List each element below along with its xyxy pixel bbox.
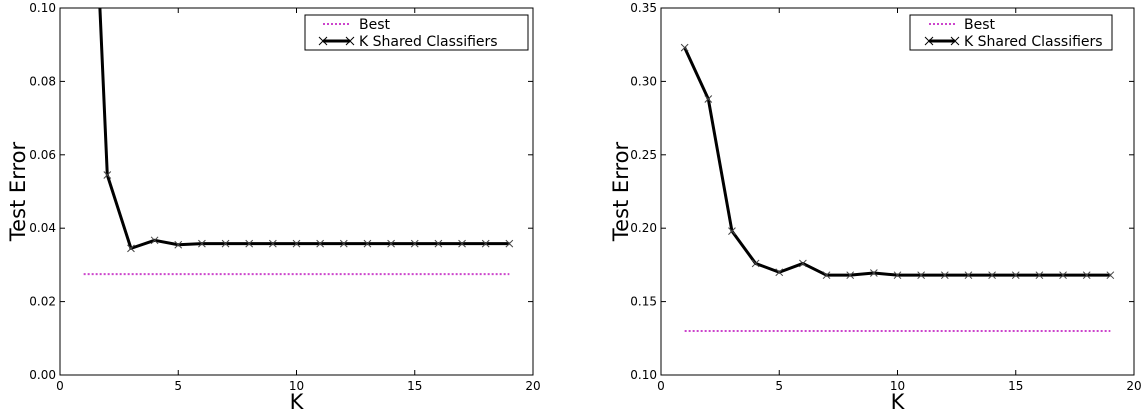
y-tick-label: 0.06	[29, 148, 56, 162]
data-point-marker	[174, 240, 183, 249]
data-point-marker	[799, 259, 807, 268]
data-point-marker	[1082, 271, 1091, 280]
legend-box-right	[909, 14, 1113, 51]
data-point-marker	[458, 239, 466, 248]
x-tick-label: 5	[775, 379, 783, 393]
data-point-marker	[917, 271, 926, 280]
y-tick-label: 0.35	[630, 1, 657, 15]
legend-box-left	[304, 14, 529, 51]
legend-marker-shared-right	[924, 36, 960, 46]
y-tick-label: 0.02	[29, 295, 56, 309]
data-point-marker	[940, 271, 949, 280]
data-point-marker	[245, 239, 254, 248]
legend-label-best-right: Best	[964, 17, 996, 33]
series-line-shared	[683, 47, 1111, 277]
x-tick-label: 0	[657, 379, 665, 393]
data-point-marker	[869, 269, 878, 277]
data-point-marker	[893, 271, 902, 280]
data-point-marker	[822, 271, 831, 280]
y-tick-label: 0.10	[630, 368, 657, 382]
data-point-marker	[127, 244, 135, 253]
data-point-marker	[150, 236, 159, 245]
data-point-marker	[1106, 271, 1115, 280]
data-point-marker	[316, 239, 325, 248]
x-tick-label: 10	[890, 379, 905, 393]
chart-left: 0 5 10 15 20 0.00 0.02 0.04 0.06 0.08 0.10 K Test…	[6, 1, 541, 413]
legend-marker-shared-left	[318, 36, 355, 46]
y-tick-label: 0.04	[29, 221, 56, 235]
x-tick-label: 0	[56, 379, 64, 393]
x-tick-label: 20	[525, 379, 540, 393]
legend-label-best-left: Best	[359, 17, 391, 33]
data-point-marker	[775, 268, 784, 277]
y-ticks-left: 0.00 0.02 0.04 0.06 0.08 0.10	[29, 1, 533, 382]
y-tick-label: 0.30	[630, 74, 657, 88]
y-tick-label: 0.10	[29, 1, 56, 15]
data-point-marker	[988, 271, 996, 280]
data-point-marker	[680, 43, 689, 52]
data-point-marker	[751, 259, 760, 268]
data-point-marker	[363, 239, 372, 248]
data-point-marker	[268, 239, 277, 248]
series-shared-left	[98, 8, 514, 253]
y-tick-label: 0.15	[630, 295, 657, 309]
y-axis-label-right: Test Error	[609, 142, 633, 243]
data-point-marker	[505, 239, 514, 248]
y-tick-label: 0.25	[630, 148, 657, 162]
chart-right: 0 5 10 15 20 0.10 0.15 0.20 0.25 0.30 0.35 K Test…	[609, 1, 1142, 413]
data-point-marker	[1035, 271, 1044, 280]
data-point-marker	[292, 239, 301, 248]
x-tick-label: 15	[407, 379, 422, 393]
y-tick-label: 0.08	[29, 74, 56, 88]
data-point-marker	[846, 271, 855, 280]
data-point-marker	[704, 95, 713, 103]
legend-label-shared-right: K Shared Classifiers	[964, 34, 1103, 50]
data-point-marker	[1011, 271, 1020, 280]
x-tick-label: 20	[1126, 379, 1141, 393]
axes-frame-left	[59, 7, 534, 376]
data-point-marker	[434, 239, 443, 248]
data-point-marker	[410, 239, 419, 248]
y-tick-label: 0.00	[29, 368, 56, 382]
plot-area-right	[660, 7, 1135, 376]
x-ticks-left: 0 5 10 15 20	[56, 8, 541, 393]
y-ticks-right: 0.10 0.15 0.20 0.25 0.30 0.35	[630, 1, 1134, 382]
x-ticks-right: 0 5 10 15 20	[657, 8, 1142, 393]
y-tick-label: 0.20	[630, 221, 657, 235]
x-axis-label-right: K	[891, 390, 906, 413]
y-axis-label-left: Test Error	[6, 142, 30, 243]
x-tick-label: 15	[1008, 379, 1023, 393]
data-point-marker	[481, 239, 490, 248]
data-point-marker	[221, 239, 230, 248]
data-point-marker	[198, 239, 206, 248]
series-shared-right	[680, 43, 1115, 280]
x-tick-label: 10	[289, 379, 304, 393]
data-point-marker	[964, 271, 973, 280]
x-axis-label-left: K	[290, 390, 305, 413]
data-point-marker	[339, 239, 348, 248]
data-point-marker	[728, 227, 736, 235]
plot-area-left	[59, 7, 534, 376]
legend-right: Best K Shared Classifiers	[909, 14, 1113, 51]
legend-left: Best K Shared Classifiers	[304, 14, 529, 51]
data-point-marker	[387, 239, 395, 248]
legend-label-shared-left: K Shared Classifiers	[359, 34, 498, 50]
axes-frame-right	[660, 7, 1135, 376]
data-point-marker	[103, 171, 112, 179]
data-point-marker	[1059, 271, 1067, 280]
x-tick-label: 5	[174, 379, 182, 393]
